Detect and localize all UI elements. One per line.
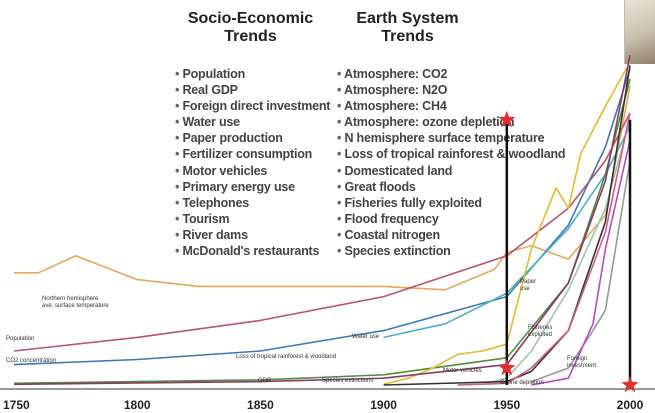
earth-item: N hemisphere surface temperature [337, 130, 565, 146]
earth-item: Fisheries fully exploited [337, 195, 565, 211]
series-label-1: Population [6, 336, 34, 342]
socio-item: Primary energy use [175, 179, 330, 195]
socio-item: Water use [175, 114, 330, 130]
earth-item: Flood frequency [337, 211, 565, 227]
x-tick-label: 2000 [617, 398, 644, 412]
x-tick-label: 1800 [124, 398, 151, 412]
socio-item: Fertilizer consumption [175, 146, 330, 162]
x-tick-label: 1900 [370, 398, 397, 412]
socio-item: McDonald's restaurants [175, 243, 330, 259]
series-label-9: GDP [258, 378, 271, 384]
earth-item: Atmosphere: N2O [337, 82, 565, 98]
earth-item: Atmosphere: CO2 [337, 66, 565, 82]
photo-thumbnail [624, 0, 655, 64]
socio-item: River dams [175, 227, 330, 243]
earth-item: Coastal nitrogen [337, 227, 565, 243]
star-marker-2 [621, 376, 639, 393]
socio-item: Foreign direct investment [175, 98, 330, 114]
earth-title-line-1: Earth System [356, 10, 459, 27]
series-label-4: Loss of tropical rainforest & woodland [236, 354, 336, 360]
earth-item: Domesticated land [337, 163, 565, 179]
earth-item: Great floods [337, 179, 565, 195]
socio-item: Telephones [175, 195, 330, 211]
socio-title-line-2: Trends [224, 28, 277, 45]
earth-item: Loss of tropical rainforest & woodland [337, 146, 565, 162]
earth-title-line-2: Trends [381, 28, 434, 45]
socio-item: Tourism [175, 211, 330, 227]
socio-item: Motor vehicles [175, 163, 330, 179]
earth-system-list: Atmosphere: CO2 Atmosphere: N2O Atmosphe… [337, 66, 566, 259]
socio-title-line-1: Socio-Economic [187, 10, 314, 27]
series-label-2: CO2 concentration [6, 358, 56, 364]
earth-item: Species extinction [337, 243, 565, 259]
series-label-7: Motor vehicles [443, 368, 482, 374]
x-tick-label: 1950 [493, 398, 520, 412]
star-marker-1 [498, 359, 516, 376]
series-label-layer: Northern hemisphere ave. surface temperat… [6, 279, 596, 386]
earth-item: Atmosphere: ozone depletion [337, 114, 565, 130]
x-tick-label: 1750 [3, 398, 30, 412]
socio-economic-list: Population Real GDP Foreign direct inves… [175, 66, 330, 259]
series-label-5: Paper use [520, 279, 536, 292]
socio-item: Real GDP [175, 82, 330, 98]
x-tick-label: 1850 [247, 398, 274, 412]
earth-item: Atmosphere: CH4 [337, 98, 565, 114]
socio-economic-header: Socio-Economic Trends [163, 10, 338, 46]
series-label-11: Ozone depletion [500, 380, 544, 386]
x-axis: 1750 1800 1850 1900 1950 2000 [0, 388, 655, 412]
earth-system-header: Earth System Trends [320, 10, 495, 46]
series-label-6: Fisheries exploited [528, 325, 552, 338]
socio-item: Paper production [175, 130, 330, 146]
series-label-3: Water use [352, 334, 380, 340]
series-label-10: Species extinctions [322, 378, 373, 384]
series-label-0: Northern hemisphere ave. surface temperat… [42, 296, 109, 309]
series-label-8: Foreign investment [567, 356, 596, 369]
socio-item: Population [175, 66, 330, 82]
